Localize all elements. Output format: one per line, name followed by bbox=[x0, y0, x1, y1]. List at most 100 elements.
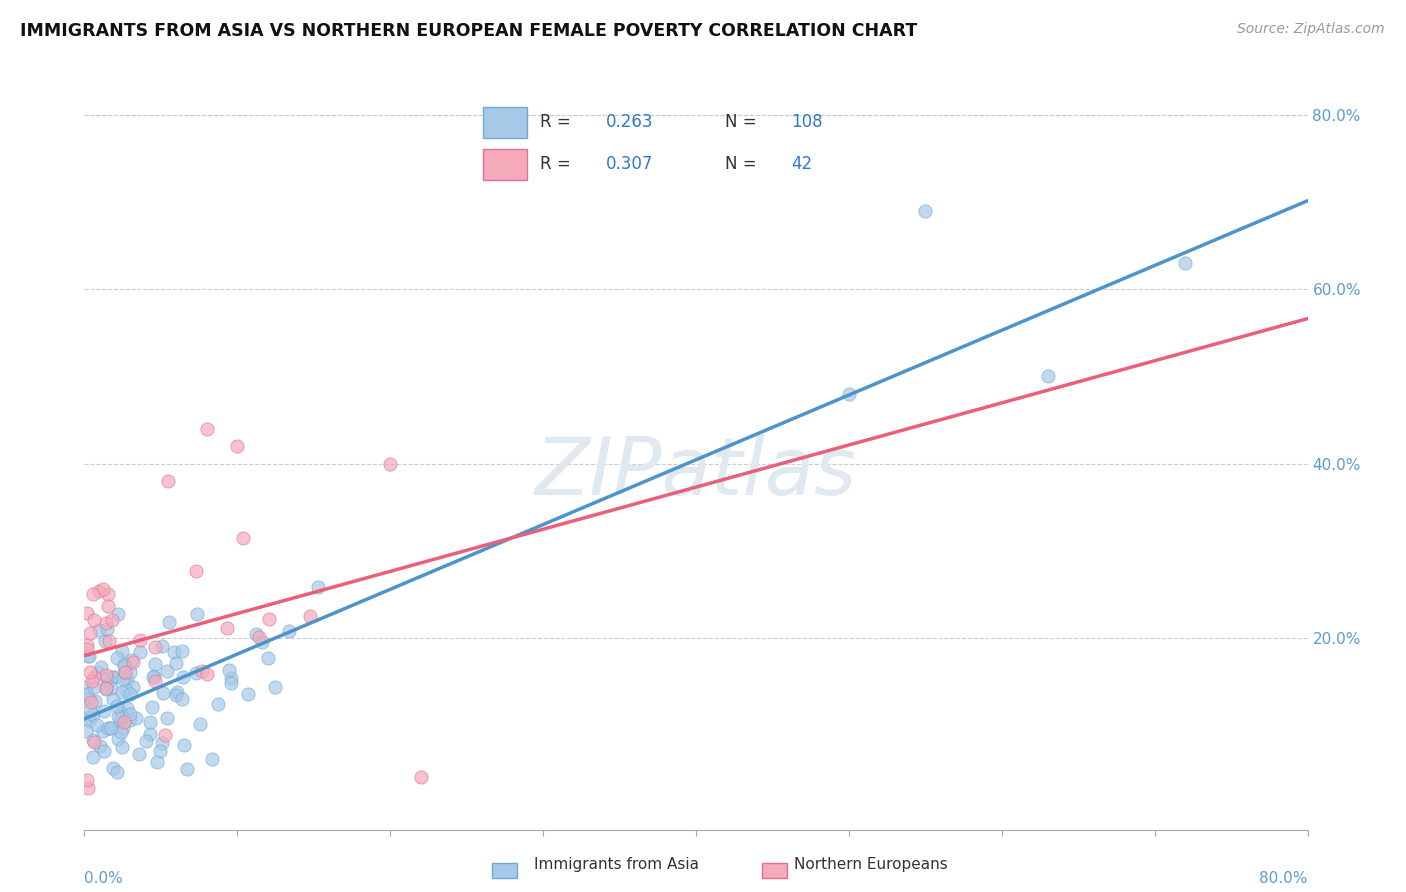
Point bbox=[84, 694, 107, 708]
Point bbox=[165, 688, 187, 702]
Point bbox=[191, 664, 214, 678]
Point bbox=[83, 613, 105, 627]
Point bbox=[100, 681, 122, 695]
Point bbox=[76, 638, 98, 652]
Text: 0.0%: 0.0% bbox=[84, 871, 124, 887]
Point bbox=[263, 680, 285, 694]
Point bbox=[112, 715, 135, 730]
Point bbox=[97, 599, 120, 614]
Point bbox=[82, 749, 104, 764]
Text: IMMIGRANTS FROM ASIA VS NORTHERN EUROPEAN FEMALE POVERTY CORRELATION CHART: IMMIGRANTS FROM ASIA VS NORTHERN EUROPEA… bbox=[20, 22, 917, 40]
Point bbox=[188, 716, 211, 731]
Point bbox=[76, 772, 98, 787]
Point bbox=[82, 673, 104, 688]
Point bbox=[76, 780, 98, 795]
Point bbox=[307, 580, 329, 594]
Point bbox=[96, 678, 118, 692]
Point bbox=[135, 734, 157, 748]
Point bbox=[77, 648, 100, 663]
Point bbox=[107, 732, 129, 747]
Point bbox=[201, 751, 224, 765]
Point bbox=[186, 564, 208, 578]
Point bbox=[97, 587, 120, 601]
Point bbox=[103, 670, 125, 684]
Point bbox=[143, 657, 166, 672]
Point bbox=[122, 655, 145, 669]
Point bbox=[250, 635, 273, 649]
Point bbox=[118, 687, 141, 701]
Point bbox=[150, 640, 173, 654]
Point bbox=[76, 687, 98, 701]
Point bbox=[98, 721, 121, 735]
Point bbox=[76, 642, 98, 657]
FancyBboxPatch shape bbox=[762, 863, 787, 878]
Point bbox=[118, 665, 141, 680]
Point bbox=[110, 708, 132, 723]
Point bbox=[121, 653, 143, 667]
Point bbox=[94, 681, 117, 695]
Point bbox=[82, 587, 104, 601]
Point bbox=[163, 645, 186, 659]
Point bbox=[111, 721, 134, 735]
Point bbox=[156, 711, 179, 725]
Point bbox=[114, 665, 136, 679]
Point bbox=[111, 739, 134, 754]
Point bbox=[101, 761, 124, 775]
Point bbox=[89, 739, 111, 753]
Text: Source: ZipAtlas.com: Source: ZipAtlas.com bbox=[1237, 22, 1385, 37]
Point bbox=[139, 714, 162, 729]
Point bbox=[128, 632, 150, 647]
Point bbox=[184, 666, 207, 681]
Point bbox=[96, 623, 118, 637]
Point bbox=[217, 621, 239, 635]
Point bbox=[172, 670, 194, 684]
Point bbox=[89, 583, 111, 598]
Point bbox=[101, 670, 124, 684]
Point bbox=[101, 613, 124, 627]
Point bbox=[157, 474, 180, 488]
Point bbox=[170, 692, 193, 706]
Point bbox=[96, 671, 118, 685]
Point bbox=[83, 734, 105, 748]
Point bbox=[149, 744, 172, 758]
Point bbox=[93, 704, 115, 718]
Point bbox=[115, 673, 138, 687]
Text: 80.0%: 80.0% bbox=[1260, 871, 1308, 887]
Point bbox=[93, 723, 115, 738]
Point bbox=[146, 755, 169, 769]
Point bbox=[86, 718, 108, 732]
Point bbox=[112, 672, 135, 686]
Point bbox=[195, 422, 218, 436]
Point bbox=[914, 203, 936, 218]
Point bbox=[298, 609, 321, 624]
Point bbox=[142, 669, 165, 683]
Point bbox=[76, 648, 98, 663]
Point bbox=[226, 439, 249, 453]
Point bbox=[245, 626, 267, 640]
Point bbox=[153, 728, 176, 742]
Point bbox=[77, 714, 100, 728]
Point bbox=[105, 651, 128, 665]
Point bbox=[111, 644, 134, 658]
Point bbox=[166, 685, 188, 699]
Point bbox=[83, 680, 105, 694]
Point bbox=[75, 680, 97, 694]
Point bbox=[79, 702, 101, 716]
Point bbox=[278, 624, 301, 638]
Point bbox=[101, 692, 124, 706]
Point bbox=[125, 711, 148, 725]
Point bbox=[112, 657, 135, 672]
Point bbox=[96, 682, 118, 697]
Point bbox=[112, 659, 135, 673]
Point bbox=[838, 386, 860, 401]
Point bbox=[129, 645, 152, 659]
Point bbox=[108, 714, 131, 729]
Point bbox=[79, 625, 101, 640]
Point bbox=[114, 665, 136, 680]
Point bbox=[173, 739, 195, 753]
Point bbox=[232, 532, 254, 546]
Point bbox=[1174, 256, 1197, 270]
Point bbox=[87, 665, 110, 680]
Point bbox=[75, 723, 97, 738]
Point bbox=[82, 707, 104, 722]
